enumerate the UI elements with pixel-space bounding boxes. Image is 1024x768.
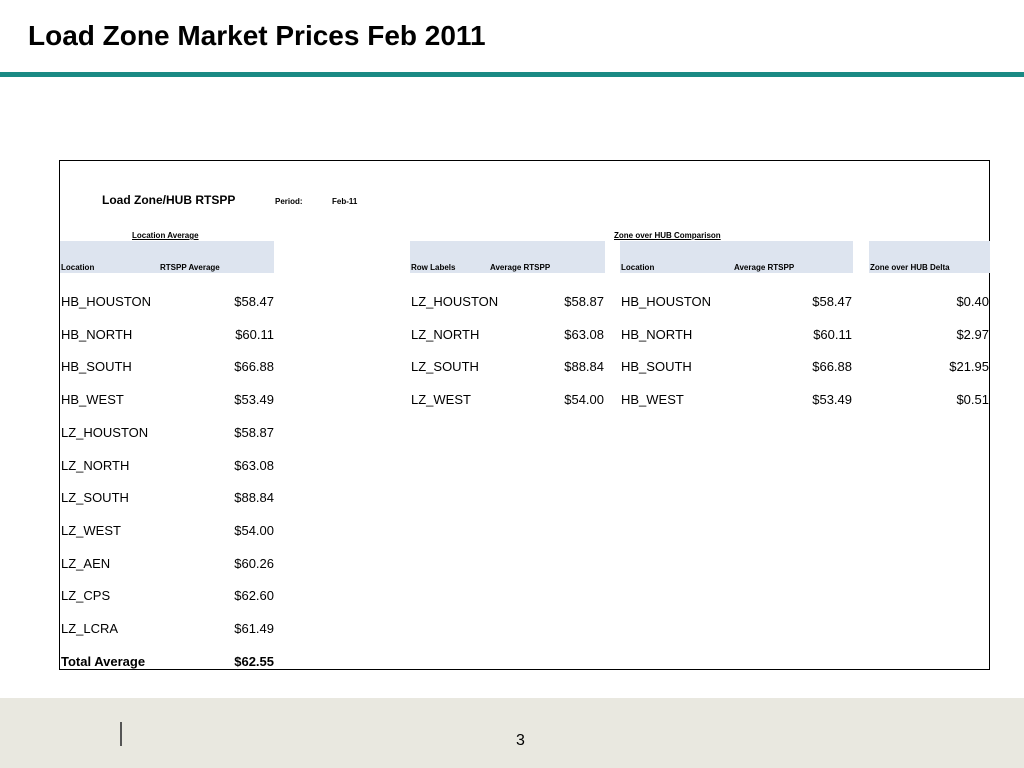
location-average-row-value: $61.49 <box>234 621 274 636</box>
sheet-title: Load Zone/HUB RTSPP <box>102 193 236 207</box>
location-average-row-value: $62.60 <box>234 588 274 603</box>
lz-row-label: LZ_WEST <box>411 392 471 407</box>
location-average-row-label: HB_HOUSTON <box>61 294 152 309</box>
slide-footer: 3 <box>0 698 1024 768</box>
slide-title: Load Zone Market Prices Feb 2011 <box>28 20 486 51</box>
lz-row-value: $63.08 <box>564 327 604 342</box>
lz-row-value: $88.84 <box>564 359 604 374</box>
location-average-row: HB_NORTH $60.11 <box>61 327 274 343</box>
delta-row-value: $0.51 <box>956 392 989 407</box>
lz-row-value: $58.87 <box>564 294 604 309</box>
hub-row-label: HB_NORTH <box>621 327 693 342</box>
location-average-row-label: HB_WEST <box>61 392 124 407</box>
location-average-row-value: $88.84 <box>234 490 274 505</box>
location-average-row: LZ_CPS $62.60 <box>61 588 274 604</box>
location-average-row: LZ_NORTH $63.08 <box>61 458 274 474</box>
total-average-row: Total Average $62.55 <box>61 654 274 670</box>
spreadsheet: Load Zone/HUB RTSPP Period: Feb-11 Locat… <box>59 160 990 670</box>
hub-row-label: HB_SOUTH <box>621 359 692 374</box>
location-col-header: Location <box>61 263 95 272</box>
location-average-row-value: $58.87 <box>234 425 274 440</box>
delta-header-band <box>869 241 990 273</box>
hub-row: HB_NORTH $60.11 <box>621 327 852 343</box>
period-value: Feb-11 <box>332 197 358 206</box>
lz-row-label: LZ_SOUTH <box>411 359 479 374</box>
rtspp-average-col-header: RTSPP Average <box>160 263 220 272</box>
delta-row-value: $0.40 <box>956 294 989 309</box>
total-average-label: Total Average <box>61 654 146 669</box>
lz-header-band <box>410 241 605 273</box>
hub-row-value: $66.88 <box>812 359 852 374</box>
lz-row-label: LZ_NORTH <box>411 327 480 342</box>
hub-row-value: $53.49 <box>812 392 852 407</box>
delta-row: $21.95 <box>870 359 989 375</box>
hub-location-col-header: Location <box>621 263 655 272</box>
location-average-row-value: $60.26 <box>234 556 274 571</box>
location-average-row-value: $58.47 <box>234 294 274 309</box>
location-average-row-label: LZ_LCRA <box>61 621 119 636</box>
location-average-row-label: HB_NORTH <box>61 327 133 342</box>
delta-row: $2.97 <box>870 327 989 343</box>
location-average-row: LZ_SOUTH $88.84 <box>61 490 274 506</box>
location-average-row: LZ_HOUSTON $58.87 <box>61 425 274 441</box>
location-average-row: HB_HOUSTON $58.47 <box>61 294 274 310</box>
hub-row-label: HB_HOUSTON <box>621 294 712 309</box>
delta-row-value: $2.97 <box>956 327 989 342</box>
lz-row-label: LZ_HOUSTON <box>411 294 499 309</box>
location-average-label: Location Average <box>132 231 199 240</box>
lz-row: LZ_NORTH $63.08 <box>411 327 604 343</box>
location-average-row: HB_WEST $53.49 <box>61 392 274 408</box>
location-average-row-value: $66.88 <box>234 359 274 374</box>
lz-row: LZ_HOUSTON $58.87 <box>411 294 604 310</box>
lz-row-value: $54.00 <box>564 392 604 407</box>
location-average-row-label: LZ_NORTH <box>61 458 130 473</box>
location-average-row-label: LZ_HOUSTON <box>61 425 149 440</box>
location-average-row-value: $60.11 <box>235 327 274 342</box>
lz-row: LZ_SOUTH $88.84 <box>411 359 604 375</box>
location-average-row-value: $53.49 <box>234 392 274 407</box>
period-label: Period: <box>275 197 303 206</box>
location-average-row-label: LZ_CPS <box>61 588 111 603</box>
title-rule <box>0 72 1024 77</box>
lz-average-rtspp-col-header: Average RTSPP <box>490 263 551 272</box>
delta-col-header: Zone over HUB Delta <box>870 263 950 272</box>
hub-row-value: $60.11 <box>813 327 852 342</box>
zone-over-hub-label: Zone over HUB Comparison <box>614 231 721 240</box>
location-average-row-value: $63.08 <box>234 458 274 473</box>
hub-row: HB_WEST $53.49 <box>621 392 852 408</box>
delta-row-value: $21.95 <box>949 359 989 374</box>
location-average-row: LZ_AEN $60.26 <box>61 556 274 572</box>
delta-row: $0.51 <box>870 392 989 408</box>
location-average-row: LZ_LCRA $61.49 <box>61 621 274 637</box>
hub-row: HB_HOUSTON $58.47 <box>621 294 852 310</box>
location-average-row-label: LZ_SOUTH <box>61 490 129 505</box>
footer-divider <box>120 722 122 746</box>
hub-row: HB_SOUTH $66.88 <box>621 359 852 375</box>
hub-header-band <box>620 241 853 273</box>
location-average-row-label: LZ_AEN <box>61 556 111 571</box>
page-number: 3 <box>516 732 525 749</box>
location-average-row: LZ_WEST $54.00 <box>61 523 274 539</box>
location-header-band <box>60 241 274 273</box>
delta-row: $0.40 <box>870 294 989 310</box>
lz-row: LZ_WEST $54.00 <box>411 392 604 408</box>
hub-row-value: $58.47 <box>812 294 852 309</box>
location-average-row: HB_SOUTH $66.88 <box>61 359 274 375</box>
location-average-row-value: $54.00 <box>234 523 274 538</box>
location-average-row-label: LZ_WEST <box>61 523 121 538</box>
location-average-row-label: HB_SOUTH <box>61 359 132 374</box>
hub-row-label: HB_WEST <box>621 392 684 407</box>
hub-average-rtspp-col-header: Average RTSPP <box>734 263 795 272</box>
total-average-value: $62.55 <box>234 654 274 669</box>
row-labels-col-header: Row Labels <box>411 263 456 272</box>
